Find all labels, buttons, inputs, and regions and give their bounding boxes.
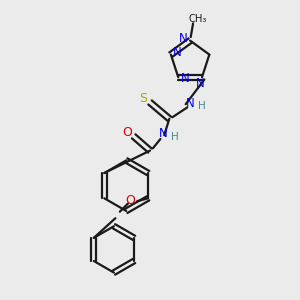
Text: N: N [173, 46, 182, 59]
Text: O: O [126, 194, 136, 208]
Text: H: H [171, 132, 178, 142]
Text: N: N [186, 98, 194, 110]
Text: O: O [122, 126, 132, 139]
Text: S: S [139, 92, 147, 105]
Text: H: H [197, 101, 205, 111]
Text: N: N [181, 72, 190, 85]
Text: N: N [159, 128, 168, 140]
Text: N: N [196, 77, 205, 90]
Text: N: N [178, 32, 188, 45]
Text: CH₃: CH₃ [189, 14, 207, 24]
